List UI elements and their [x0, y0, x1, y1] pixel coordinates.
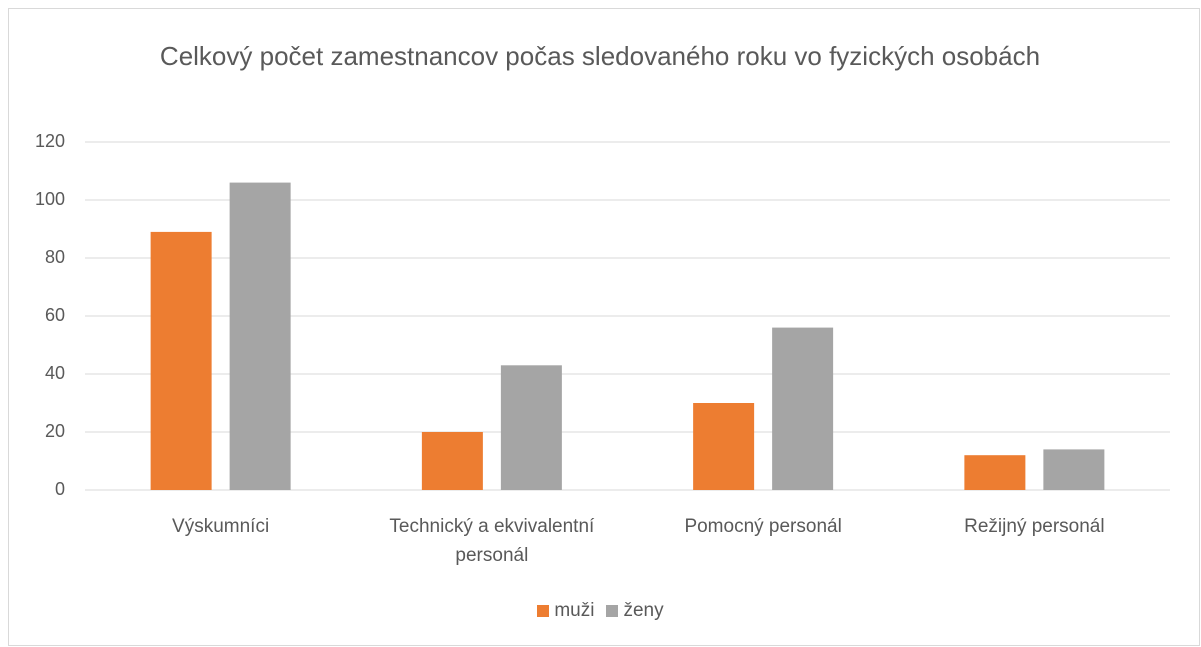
bar	[693, 403, 755, 490]
y-tick-label: 40	[45, 363, 65, 383]
legend-item: ženy	[606, 600, 664, 622]
y-tick-label: 20	[45, 421, 65, 441]
x-tick-label: Výskumníci	[172, 516, 270, 537]
y-tick-label: 0	[55, 479, 65, 499]
legend-swatch	[537, 605, 550, 617]
bar	[500, 365, 562, 490]
bar	[150, 231, 212, 490]
legend: muži ženy	[0, 600, 1201, 623]
x-tick-label: Technický a ekvivalentní personál	[389, 516, 595, 566]
bar	[229, 182, 291, 490]
legend-label: muži	[554, 600, 595, 621]
bar	[772, 327, 834, 490]
y-tick-label: 80	[45, 247, 65, 267]
x-tick-label: Pomocný personál	[684, 516, 842, 537]
legend-swatch	[606, 605, 619, 617]
bar	[1043, 449, 1105, 490]
legend-label: ženy	[623, 600, 664, 621]
y-tick-label: 120	[35, 131, 65, 151]
chart-frame	[8, 8, 1200, 646]
y-tick-label: 100	[35, 189, 65, 209]
legend-item: muži	[537, 600, 594, 622]
y-tick-label: 60	[45, 305, 65, 325]
chart-title: Celkový počet zamestnancov počas sledova…	[159, 41, 1041, 71]
bar	[421, 432, 483, 490]
x-tick-label: Režijný personál	[964, 516, 1105, 537]
bar	[964, 455, 1026, 490]
